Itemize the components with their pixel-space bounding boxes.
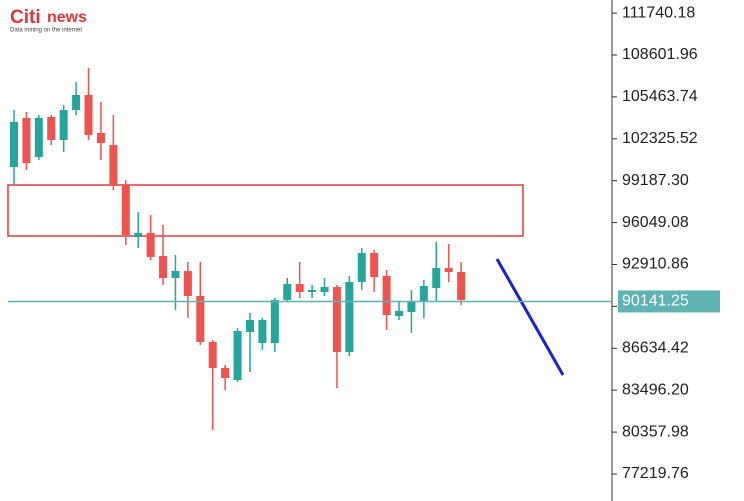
candle-body xyxy=(72,95,81,110)
candle-body xyxy=(208,342,217,368)
candle-body xyxy=(370,253,379,277)
candle-body xyxy=(295,284,304,293)
y-tick-label: 99187.30 xyxy=(622,172,689,189)
candle-body xyxy=(159,255,168,278)
candle-body xyxy=(407,301,416,313)
price-box xyxy=(618,290,720,313)
y-tick-label: 108601.96 xyxy=(622,46,698,63)
y-tick-label: 96049.08 xyxy=(622,214,689,231)
candles xyxy=(10,67,466,430)
y-tick-label: 102325.52 xyxy=(622,130,698,147)
logo-tagline: Data mining on the internet xyxy=(10,28,82,34)
candle-body xyxy=(245,319,254,333)
candle-body xyxy=(146,233,155,257)
y-tick-label: 111740.18 xyxy=(622,4,695,21)
candle-body xyxy=(47,116,56,140)
candle-body xyxy=(283,284,292,300)
logo-brand: Citi xyxy=(10,7,41,28)
candle-body xyxy=(320,286,329,293)
y-tick-label: 80357.98 xyxy=(622,423,689,440)
candle-body xyxy=(270,299,279,344)
price-label: 90141.25 xyxy=(622,293,689,310)
candle-body xyxy=(457,272,466,300)
candle-body xyxy=(258,319,267,344)
candle-body xyxy=(183,271,192,296)
zone-rectangle xyxy=(7,184,524,237)
candle-body xyxy=(332,286,341,353)
candle-body xyxy=(22,117,31,164)
candle-body xyxy=(96,133,105,144)
candle-body xyxy=(432,267,441,288)
candle-body xyxy=(34,117,43,157)
candle-body xyxy=(233,331,242,380)
y-tick-label: 86634.42 xyxy=(622,340,689,357)
candle-body xyxy=(84,95,93,136)
candle-body xyxy=(121,185,130,236)
candle-body xyxy=(134,233,143,237)
y-tick-label: 105463.74 xyxy=(622,88,698,105)
logo-suffix: news xyxy=(47,9,87,26)
candle-body xyxy=(171,271,180,278)
candle-body xyxy=(109,145,118,186)
candle-body xyxy=(395,311,404,316)
candle-body xyxy=(221,367,230,378)
candle-body xyxy=(10,122,18,167)
y-tick-label: 77219.76 xyxy=(622,465,689,482)
candle-body xyxy=(59,109,68,140)
candle-body xyxy=(419,285,428,302)
candle-body xyxy=(308,289,317,293)
trend-line xyxy=(495,258,565,376)
candle-body xyxy=(357,253,366,283)
y-tick-label: 83496.20 xyxy=(622,381,689,398)
candle-body xyxy=(444,267,453,273)
y-tick-label: 92910.86 xyxy=(622,256,689,273)
logo: Citi news Data mining on the internet xyxy=(10,7,87,34)
candle-body xyxy=(382,275,391,316)
candle-body xyxy=(345,282,354,353)
candle-body xyxy=(196,295,205,343)
